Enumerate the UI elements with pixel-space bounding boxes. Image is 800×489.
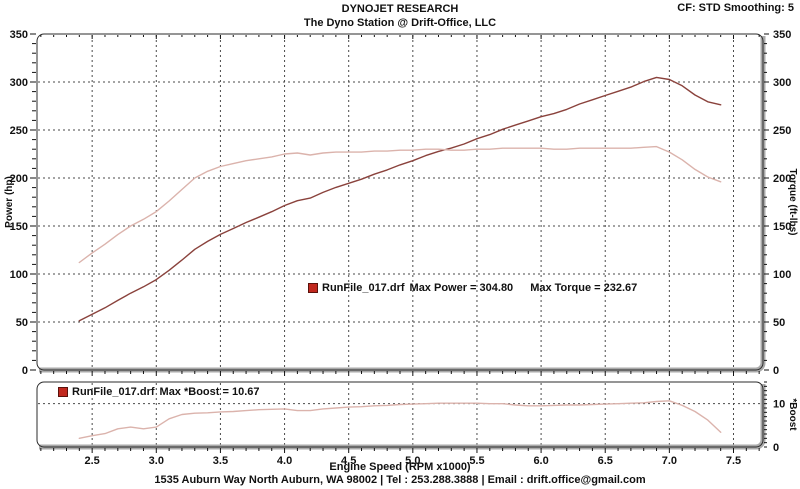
tick-labels: 10 0 2.5 3.0 3.5 4.0 4.5 5.0 5.5 6.0 6.5 7.0 7.5 *Boo… (85, 398, 798, 467)
shop-address-footer: 1535 Auburn Way North Auburn, WA 98002 |… (154, 474, 646, 486)
power-torque-chart: 0 0 50 50 100 100 150 150 200 200 250 250 300 300 350 3… (4, 29, 798, 377)
svg-text:*Boost: *Boost (787, 398, 798, 431)
main-chart-legend: RunFile_017.drf Max Power = 304.80 Max T… (308, 282, 637, 294)
axis-ticks (30, 33, 769, 376)
svg-text:350: 350 (10, 29, 28, 41)
svg-text:7.5: 7.5 (726, 455, 741, 467)
gridlines (38, 383, 762, 446)
max-torque-value: Max Torque = 232.67 (530, 282, 638, 294)
svg-text:Power (hp): Power (hp) (4, 176, 15, 228)
svg-text:4.5: 4.5 (341, 455, 356, 467)
boost-chart-legend: RunFile_017.drf Max *Boost = 10.67 (58, 386, 260, 398)
svg-text:150: 150 (10, 221, 28, 233)
svg-text:3.5: 3.5 (213, 455, 228, 467)
svg-text:5.5: 5.5 (469, 455, 484, 467)
svg-text:10: 10 (773, 399, 785, 411)
svg-text:0: 0 (773, 365, 779, 377)
engine-speed-axis-label: Engine Speed (RPM x1000) (329, 461, 471, 473)
gridlines (38, 35, 762, 369)
run-legend-marker-icon (308, 283, 318, 293)
svg-text:100: 100 (10, 269, 28, 281)
svg-text:2.5: 2.5 (85, 455, 100, 467)
svg-text:200: 200 (10, 173, 28, 185)
svg-text:300: 300 (773, 77, 791, 89)
curve-power-hp- (78, 76, 722, 322)
report-title: DYNOJET RESEARCH (341, 3, 459, 15)
boost-chart: 10 0 2.5 3.0 3.5 4.0 4.5 5.0 5.5 6.0 6.5 7.0 7.5 *Boo… (36, 381, 798, 467)
svg-text:250: 250 (773, 125, 791, 137)
svg-text:50: 50 (773, 317, 785, 329)
cf-smoothing-label: CF: STD Smoothing: 5 (677, 2, 794, 14)
svg-text:3.0: 3.0 (149, 455, 164, 467)
run-legend-marker-icon (58, 387, 68, 397)
run-file-name: RunFile_017.drf (322, 282, 405, 294)
svg-text:300: 300 (10, 77, 28, 89)
tick-labels: 0 0 50 50 100 100 150 150 200 200 250 250 300 300 350 3… (4, 29, 798, 377)
run-file-name: RunFile_017.drf (72, 386, 155, 398)
curve-torque-ft-lbs- (78, 145, 722, 264)
svg-text:150: 150 (773, 221, 791, 233)
curves (78, 400, 722, 439)
svg-text:Torque (ft-lbs): Torque (ft-lbs) (787, 168, 798, 235)
max-boost-value: Max *Boost = 10.67 (159, 386, 260, 398)
svg-text:7.0: 7.0 (662, 455, 677, 467)
svg-text:4.0: 4.0 (277, 455, 292, 467)
report-subtitle: The Dyno Station @ Drift-Office, LLC (303, 17, 497, 29)
max-power-value: Max Power = 304.80 (409, 282, 514, 294)
svg-text:6.5: 6.5 (598, 455, 613, 467)
svg-text:6.0: 6.0 (533, 455, 548, 467)
svg-text:0: 0 (773, 442, 779, 454)
svg-text:100: 100 (773, 269, 791, 281)
svg-text:50: 50 (16, 317, 28, 329)
curves (78, 76, 722, 322)
svg-text:200: 200 (773, 173, 791, 185)
curve--boost (78, 400, 722, 439)
svg-text:0: 0 (22, 365, 28, 377)
svg-text:5.0: 5.0 (405, 455, 420, 467)
axis-ticks (40, 381, 767, 453)
svg-text:350: 350 (773, 29, 791, 41)
svg-text:250: 250 (10, 125, 28, 137)
